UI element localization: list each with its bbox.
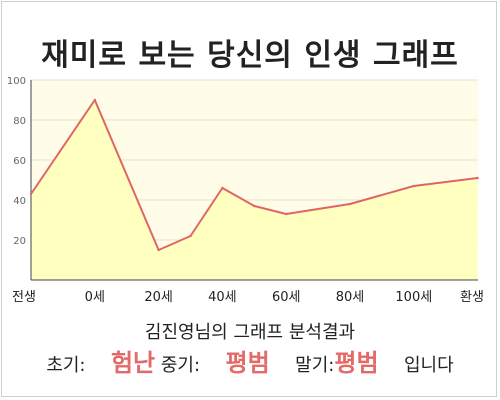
- data-point: [348, 202, 352, 206]
- x-tick-label: 100세: [395, 290, 432, 305]
- x-tick-label: 0세: [85, 290, 105, 305]
- y-tick-label: 20: [13, 236, 26, 247]
- mid-label: 중기:: [160, 355, 201, 376]
- data-point: [285, 212, 288, 216]
- x-tick-label: 20세: [144, 290, 173, 305]
- mid-value: 평범: [225, 349, 270, 377]
- result-summary: 초기: 험난 중기: 평범 말기:평범 입니다: [0, 343, 500, 378]
- x-tick-label: 40세: [208, 290, 237, 305]
- early-label: 초기:: [46, 355, 86, 376]
- late-label: 말기:: [295, 355, 335, 376]
- y-tick-label: 60: [13, 156, 26, 167]
- data-point: [157, 248, 160, 252]
- data-point: [29, 192, 33, 196]
- data-point: [253, 204, 256, 208]
- data-point: [476, 176, 479, 180]
- y-tick-label: 100: [7, 76, 26, 87]
- data-point: [189, 234, 192, 238]
- series-line: [30, 99, 478, 251]
- x-tick-label: 환생: [460, 290, 484, 305]
- early-value: 험난: [110, 349, 156, 377]
- data-point: [221, 186, 224, 190]
- y-tick-label: 40: [13, 196, 26, 207]
- page-title: 재미로 보는 당신의 인생 그래프: [41, 38, 459, 73]
- x-tick-label: 80세: [336, 290, 365, 305]
- x-tick-label: 60세: [272, 290, 301, 305]
- result-ending: 입니다: [404, 355, 454, 376]
- x-tick-label: 전생: [12, 290, 36, 305]
- data-point: [412, 184, 415, 188]
- area-fill: [31, 100, 478, 280]
- plot-area: 20 40 60 80 100 전생 0세 20세 40세 60세 80세 100세 환생: [7, 76, 484, 305]
- y-tick-label: 80: [13, 116, 26, 127]
- result-title: 김진영님의 그래프 분석결과: [144, 322, 356, 343]
- data-point: [93, 98, 97, 102]
- late-value: 평범: [334, 349, 379, 377]
